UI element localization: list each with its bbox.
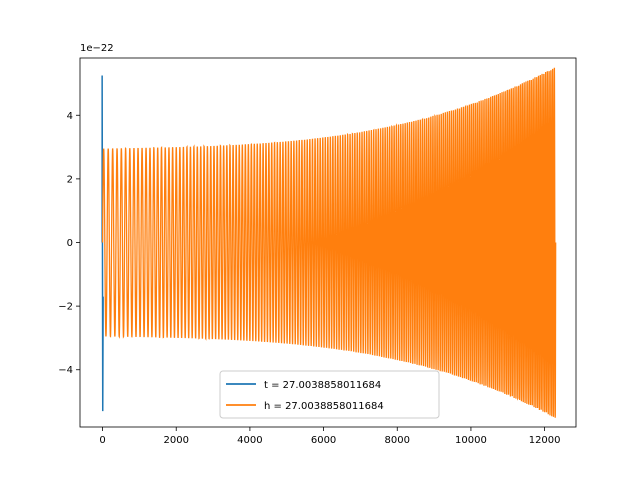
x-tick-label: 4000 bbox=[237, 435, 262, 446]
x-tick-label: 2000 bbox=[163, 435, 188, 446]
x-tick-label: 6000 bbox=[311, 435, 336, 446]
x-tick-label: 10000 bbox=[455, 435, 487, 446]
x-tick-label: 8000 bbox=[385, 435, 410, 446]
y-tick-label: −4 bbox=[58, 365, 73, 376]
plot-area bbox=[101, 67, 557, 418]
legend: t = 27.0038858011684 h = 27.003885801168… bbox=[219, 370, 440, 419]
legend-frame bbox=[219, 370, 440, 419]
x-tick-label: 0 bbox=[99, 435, 105, 446]
legend-label-h: h = 27.0038858011684 bbox=[264, 401, 384, 412]
x-axis: 0 2000 4000 6000 8000 10000 12000 bbox=[99, 427, 561, 446]
y-offset-label: 1e−22 bbox=[80, 43, 114, 54]
y-tick-label: 4 bbox=[67, 111, 73, 122]
legend-label-t: t = 27.0038858011684 bbox=[264, 380, 381, 391]
y-tick-label: 0 bbox=[67, 238, 73, 249]
y-axis: −4 −2 0 2 4 bbox=[58, 111, 80, 376]
x-tick-label: 12000 bbox=[529, 435, 561, 446]
y-tick-label: −2 bbox=[58, 302, 73, 313]
series-t-line bbox=[101, 75, 104, 412]
y-tick-label: 2 bbox=[67, 174, 73, 185]
series-h-line bbox=[101, 67, 557, 418]
